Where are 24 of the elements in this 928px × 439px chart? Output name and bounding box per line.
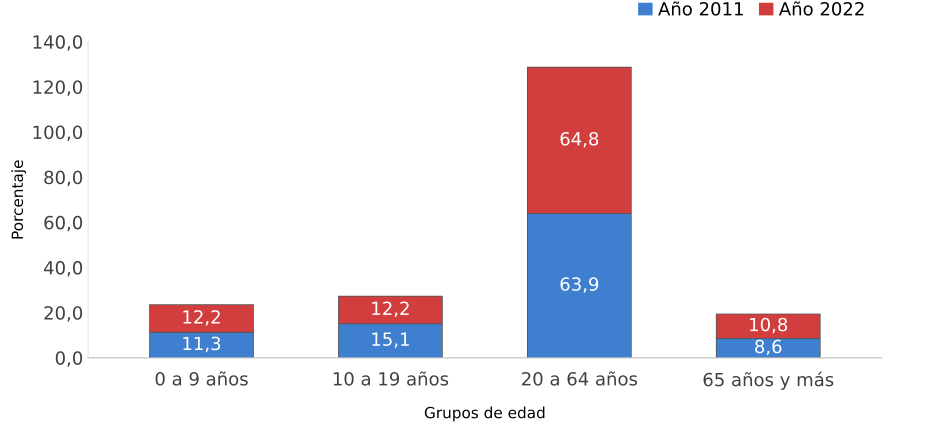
legend-label: Año 2011	[658, 1, 743, 16]
y-tick-label: 20,0	[44, 306, 82, 322]
data-label: 11,3	[183, 336, 220, 352]
data-label: 63,9	[560, 277, 598, 293]
y-tick-label: 120,0	[34, 80, 82, 96]
x-tick-label: 65 años y más	[704, 372, 834, 390]
y-tick-label: 40,0	[44, 260, 82, 276]
y-tick-label: 0,0	[56, 351, 82, 367]
y-tick-label: 140,0	[34, 35, 82, 51]
data-label: 12,2	[183, 310, 220, 326]
y-tick-label: 60,0	[44, 216, 82, 232]
x-tick-label: 10 a 19 años	[334, 371, 448, 386]
legend-label: Año 2022	[778, 1, 864, 16]
data-label: 64,8	[560, 132, 598, 148]
x-tick-label: 0 a 9 años	[156, 371, 248, 386]
y-tick-label: 80,0	[44, 170, 82, 186]
data-label: 8,6	[755, 340, 782, 356]
data-label: 12,2	[372, 302, 409, 318]
y-tick-label: 100,0	[34, 125, 82, 141]
x-tick-label: 20 a 64 años	[522, 371, 638, 386]
x-axis-title: Grupos de edad	[424, 406, 544, 422]
y-axis-title: Porcentaje	[11, 160, 26, 238]
data-label: 10,8	[750, 318, 788, 334]
data-label: 15,1	[372, 332, 409, 348]
